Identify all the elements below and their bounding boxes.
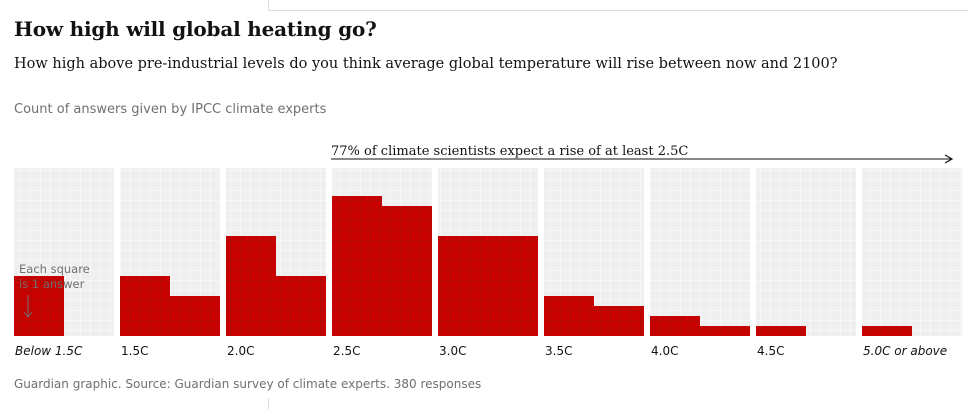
chart-subtitle: How high above pre-industrial levels do … — [14, 56, 838, 72]
square-note-arrow-head — [23, 311, 33, 318]
x-tick-label: Below 1.5C — [15, 344, 83, 358]
bar-segment — [382, 206, 432, 336]
bar-segment — [332, 196, 382, 336]
source-note: Guardian graphic. Source: Guardian surve… — [14, 377, 482, 391]
bar-segment — [700, 326, 750, 336]
x-tick-label: 5.0C or above — [863, 344, 947, 358]
panel-background — [650, 168, 750, 336]
panel-background — [756, 168, 856, 336]
x-tick-label: 3.5C — [545, 344, 572, 358]
threshold-annotation: 77% of climate scientists expect a rise … — [331, 144, 688, 159]
bar-segment — [120, 276, 170, 336]
panel-background — [862, 168, 962, 336]
x-tick-label: 4.0C — [651, 344, 678, 358]
square-note-line1: Each square — [19, 262, 90, 276]
top-rule — [268, 10, 968, 11]
threshold-arrow-head — [944, 154, 954, 164]
bar-segment — [544, 296, 594, 336]
x-tick-label: 2.0C — [227, 344, 254, 358]
x-tick-label: 3.0C — [439, 344, 466, 358]
square-note-line2: is 1 answer — [19, 277, 85, 291]
top-divider — [268, 0, 269, 11]
x-tick-label: 4.5C — [757, 344, 784, 358]
bar-segment — [226, 236, 276, 336]
chart-title: How high will global heating go? — [14, 17, 377, 41]
bar-segment — [650, 316, 700, 336]
bar-segment — [438, 236, 488, 336]
bar-segment — [170, 296, 220, 336]
bar-segment — [594, 306, 644, 336]
bar-segment — [488, 236, 538, 336]
bar-segment — [862, 326, 912, 336]
chart-label: Count of answers given by IPCC climate e… — [14, 102, 327, 117]
bar-segment — [756, 326, 806, 336]
bar-segment — [276, 276, 326, 336]
bar-segment — [14, 276, 64, 336]
bottom-divider — [268, 398, 269, 409]
x-tick-label: 2.5C — [333, 344, 360, 358]
x-tick-label: 1.5C — [121, 344, 148, 358]
